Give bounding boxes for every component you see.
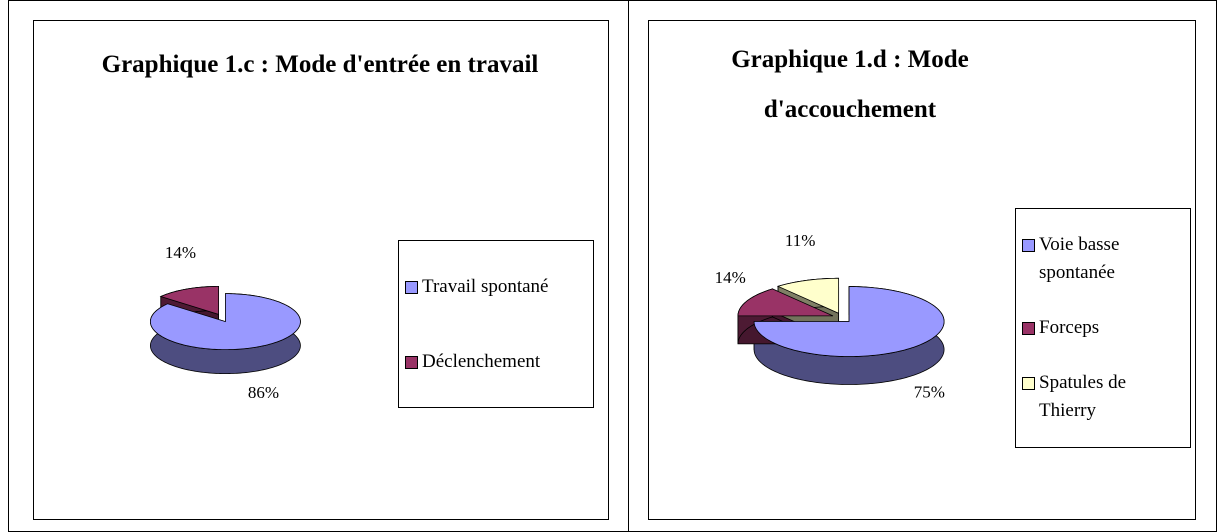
chart-title: Graphique 1.d : Mode d'accouchement — [731, 46, 969, 123]
legend-label: Spatules de Thierry — [1039, 372, 1127, 422]
legend-swatch — [1022, 321, 1035, 335]
legend-entry: Travail spontané — [405, 273, 587, 301]
chart-frame — [33, 20, 609, 520]
slice — [159, 285, 219, 315]
pie-tops — [150, 285, 301, 351]
legend-label: Déclenchement — [422, 350, 541, 372]
slice — [150, 293, 301, 351]
slice — [737, 288, 834, 317]
data-label: 86% — [248, 383, 279, 402]
slice — [776, 277, 840, 314]
legend: Travail spontané Déclenchement — [398, 240, 594, 408]
legend-entry: Spatules de Thierry — [1022, 369, 1184, 425]
legend-swatch — [405, 355, 418, 369]
legend-entry: Voie basse spontanée — [1022, 231, 1184, 287]
legend-label: Forceps — [1039, 316, 1100, 338]
pie-tops — [737, 277, 945, 357]
legend-label: Voie basse spontanée — [1039, 233, 1120, 283]
legend-entry: Déclenchement — [405, 348, 587, 376]
pie-labels: 86% 14% — [165, 243, 279, 402]
legend-label: Travail spontané — [422, 275, 549, 297]
data-label: 14% — [715, 268, 746, 287]
data-label: 75% — [914, 382, 945, 401]
legend-entry: Forceps — [1022, 314, 1184, 342]
legend: Voie basse spontanée Forceps Spatules de T… — [1015, 208, 1191, 448]
legend-swatch — [1022, 238, 1035, 252]
data-label: 14% — [165, 243, 196, 262]
chart-frame — [648, 20, 1196, 520]
chart-title: Graphique 1.c : Mode d'entrée en travail — [101, 51, 539, 78]
data-label: 11% — [785, 231, 816, 250]
slice — [753, 286, 945, 357]
legend-swatch — [1022, 377, 1035, 391]
legend-swatch — [405, 280, 418, 294]
pie-labels: 75% 14% 11% — [715, 231, 945, 401]
